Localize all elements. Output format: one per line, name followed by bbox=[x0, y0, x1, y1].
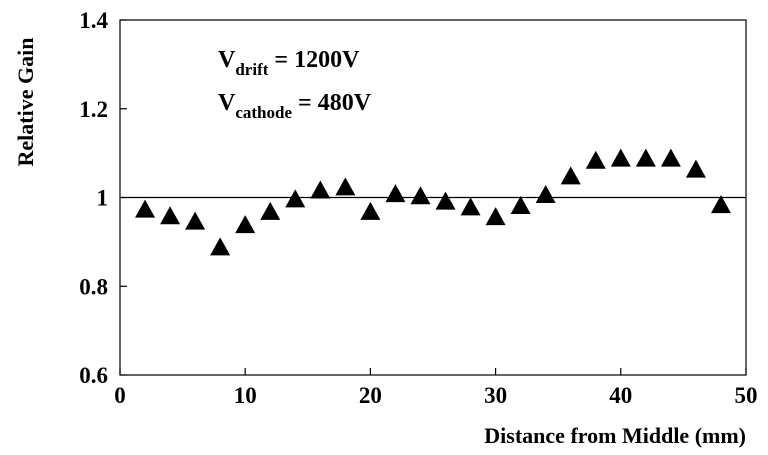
y-tick-label: 1.4 bbox=[79, 8, 108, 33]
data-point bbox=[485, 207, 506, 226]
data-point bbox=[360, 201, 381, 220]
data-point bbox=[160, 206, 181, 225]
data-point bbox=[635, 148, 656, 167]
data-points bbox=[135, 148, 731, 256]
x-tick-label: 30 bbox=[484, 383, 507, 408]
annotation-v-drift: Vdrift = 1200V bbox=[218, 47, 360, 79]
data-point bbox=[135, 199, 156, 218]
data-point bbox=[585, 150, 606, 169]
data-point bbox=[235, 215, 256, 234]
x-tick-label: 20 bbox=[359, 383, 382, 408]
data-point bbox=[535, 184, 556, 203]
data-point bbox=[335, 177, 356, 196]
y-axis-title: Relative Gain bbox=[13, 38, 38, 167]
x-tick-label: 0 bbox=[114, 383, 126, 408]
annotation-v-cathode: Vcathode = 480V bbox=[218, 90, 372, 122]
data-point bbox=[660, 148, 681, 167]
y-tick-label: 0.8 bbox=[79, 274, 108, 299]
y-tick-label: 1 bbox=[97, 186, 109, 211]
y-axis: 0.6 0.8 1 1.2 1.4 bbox=[79, 8, 127, 388]
data-point bbox=[210, 237, 231, 256]
x-tick-label: 40 bbox=[609, 383, 632, 408]
data-point bbox=[310, 180, 331, 199]
data-point bbox=[460, 197, 481, 216]
data-point bbox=[560, 166, 581, 185]
x-tick-label: 50 bbox=[735, 383, 758, 408]
data-point bbox=[435, 191, 456, 210]
data-point bbox=[260, 201, 281, 220]
data-point bbox=[410, 186, 431, 205]
data-point bbox=[710, 195, 731, 214]
data-point bbox=[285, 189, 306, 208]
x-axis: 0 10 20 30 40 50 bbox=[114, 368, 758, 408]
data-point bbox=[510, 196, 531, 215]
data-point bbox=[610, 148, 631, 167]
y-tick-label: 0.6 bbox=[79, 363, 108, 388]
data-point bbox=[385, 184, 406, 203]
data-point bbox=[685, 159, 706, 178]
data-point bbox=[185, 211, 206, 230]
x-axis-title: Distance from Middle (mm) bbox=[484, 423, 746, 448]
y-tick-label: 1.2 bbox=[79, 97, 108, 122]
x-tick-label: 10 bbox=[234, 383, 257, 408]
